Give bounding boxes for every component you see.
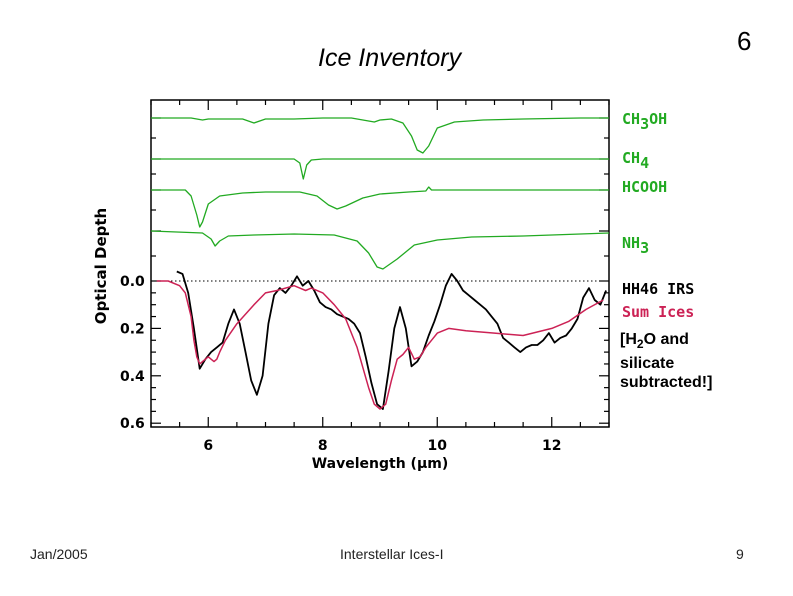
series-line-hh46-irs [176, 270, 607, 410]
slide-number-top: 6 [737, 26, 752, 56]
note-line1-rest: O and [643, 331, 689, 348]
ice-label: HCOOH [622, 178, 667, 196]
x-tick-label: 10 [428, 438, 448, 454]
legend-observed: HH46 IRS [622, 280, 694, 298]
y-tick-label: 0.0 [120, 274, 145, 290]
series-line-ch3oh [151, 117, 609, 154]
ice-label: CH4 [622, 149, 649, 172]
x-axis-label: Wavelength (μm) [312, 456, 449, 472]
footer-page-number: 9 [736, 546, 744, 562]
y-tick-label: 0.6 [120, 416, 145, 432]
series-line-sum-ices [156, 280, 604, 410]
note-prefix: [H [620, 331, 637, 348]
ice-label: CH3OH [622, 110, 667, 133]
slide-title: Ice Inventory [318, 44, 462, 72]
note-sub: 2 [636, 337, 644, 352]
footer-date: Jan/2005 [30, 546, 88, 562]
series-line-nh3 [150, 230, 610, 270]
series-line-hcooh [151, 186, 609, 228]
legend-sum: Sum Ices [622, 303, 694, 321]
y-axis-label: Optical Depth [92, 208, 110, 324]
series-line-ch4 [151, 158, 609, 180]
x-tick-label: 8 [318, 438, 328, 454]
y-tick-label: 0.4 [120, 369, 145, 385]
x-tick-label: 12 [542, 438, 561, 454]
note-annotation: [H2O and silicate subtracted!] [620, 330, 712, 392]
x-tick-label: 6 [203, 438, 213, 454]
y-tick-label: 0.2 [120, 321, 145, 337]
ice-label: NH3 [622, 234, 649, 257]
plot-frame [150, 99, 610, 428]
note-line2: silicate [620, 355, 675, 373]
note-line3: subtracted!] [620, 374, 713, 392]
footer-title: Interstellar Ices-I [340, 546, 444, 562]
